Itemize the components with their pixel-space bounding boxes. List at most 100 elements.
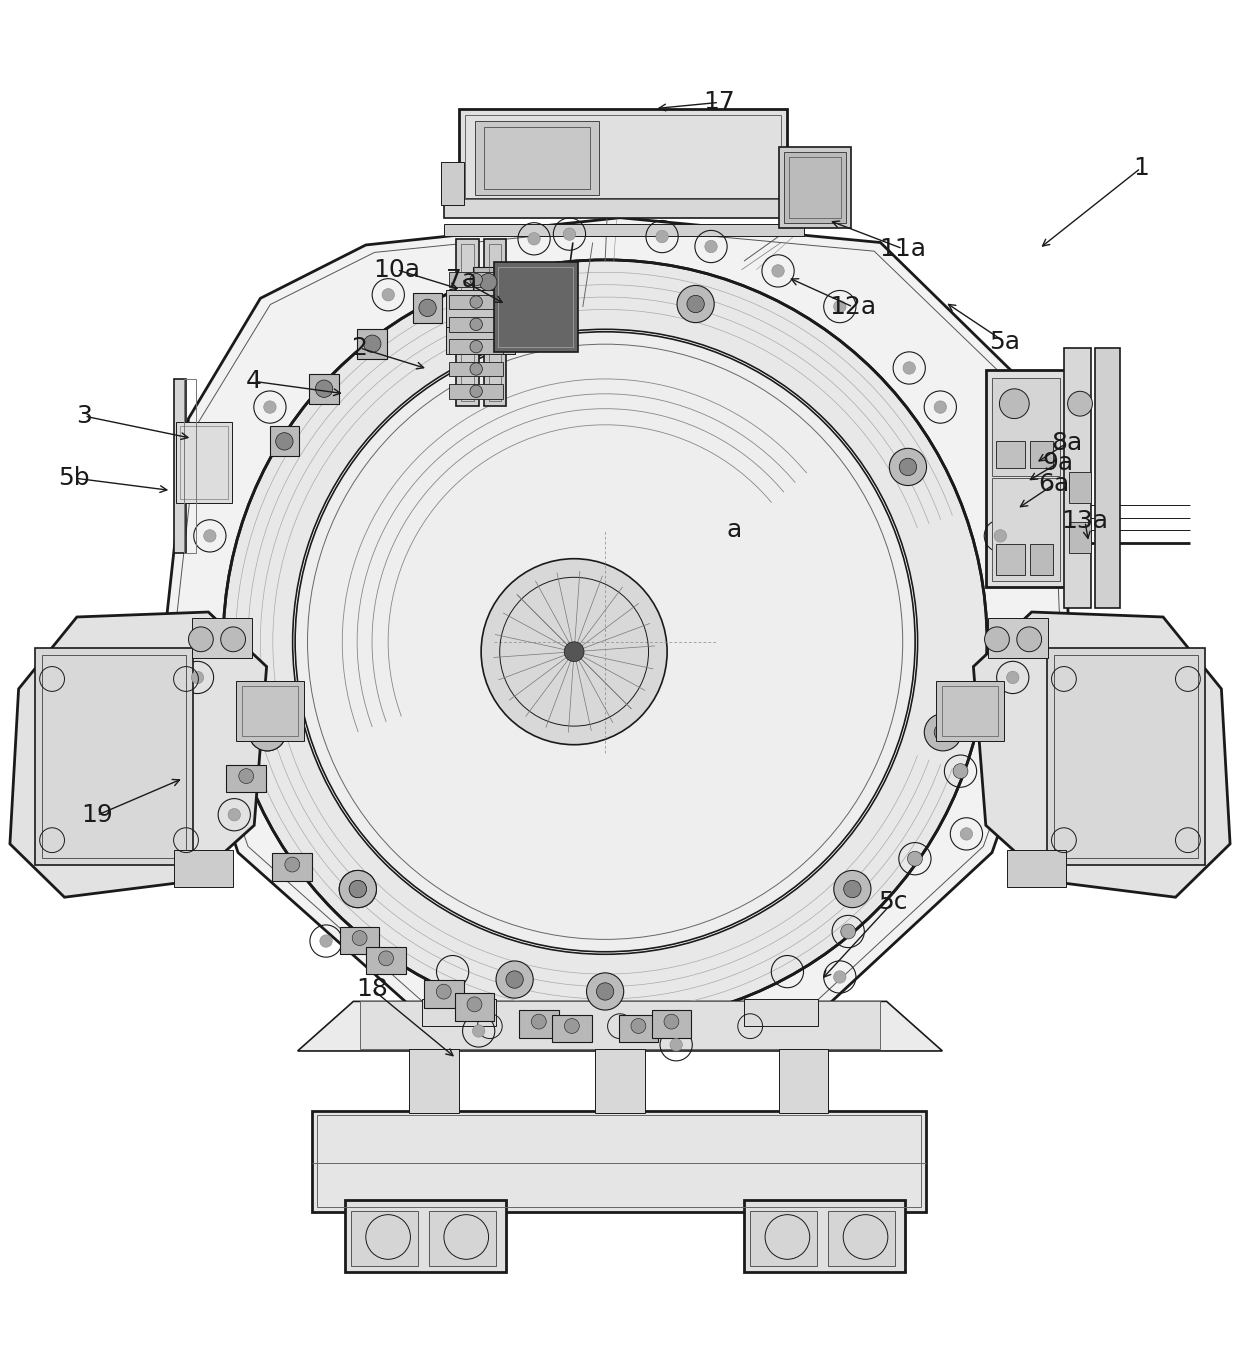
Circle shape bbox=[481, 559, 667, 744]
Bar bbox=[192, 618, 252, 658]
Circle shape bbox=[470, 386, 482, 398]
Circle shape bbox=[472, 1024, 485, 1038]
Bar bbox=[35, 648, 193, 865]
Bar bbox=[1054, 655, 1198, 858]
Text: 6a: 6a bbox=[1038, 472, 1070, 497]
Bar bbox=[988, 618, 1048, 658]
Bar bbox=[992, 478, 1060, 580]
Bar bbox=[309, 373, 339, 403]
Bar bbox=[986, 371, 1066, 587]
Circle shape bbox=[771, 265, 784, 277]
Bar bbox=[1064, 348, 1091, 609]
Bar bbox=[779, 147, 851, 227]
Text: 8a: 8a bbox=[1050, 432, 1083, 456]
Circle shape bbox=[841, 924, 856, 939]
Bar bbox=[317, 1115, 921, 1207]
Circle shape bbox=[480, 273, 497, 291]
Circle shape bbox=[340, 870, 377, 908]
Circle shape bbox=[563, 227, 575, 241]
Bar bbox=[422, 999, 496, 1026]
Bar bbox=[789, 157, 841, 218]
Bar bbox=[227, 764, 267, 793]
Circle shape bbox=[833, 970, 846, 984]
Circle shape bbox=[1017, 626, 1042, 652]
Circle shape bbox=[228, 809, 241, 821]
Bar bbox=[42, 655, 186, 858]
Text: 9a: 9a bbox=[1042, 451, 1074, 475]
Bar bbox=[996, 544, 1025, 575]
Bar bbox=[176, 422, 232, 503]
Polygon shape bbox=[298, 1001, 942, 1051]
Circle shape bbox=[903, 361, 915, 375]
Text: 10a: 10a bbox=[373, 258, 420, 281]
Bar bbox=[184, 379, 196, 552]
Circle shape bbox=[188, 626, 213, 652]
Text: 19: 19 bbox=[81, 804, 113, 828]
Circle shape bbox=[532, 1015, 547, 1030]
Bar bbox=[174, 850, 233, 888]
Bar bbox=[444, 223, 804, 237]
Circle shape bbox=[1007, 671, 1019, 683]
Bar bbox=[441, 162, 464, 206]
Bar bbox=[651, 1011, 691, 1038]
Circle shape bbox=[382, 288, 394, 300]
Bar bbox=[366, 947, 405, 974]
Circle shape bbox=[564, 641, 584, 662]
Polygon shape bbox=[973, 612, 1230, 897]
Circle shape bbox=[249, 713, 286, 751]
Bar bbox=[449, 295, 503, 310]
Circle shape bbox=[293, 329, 918, 954]
Circle shape bbox=[259, 724, 277, 741]
Circle shape bbox=[239, 769, 254, 783]
Bar bbox=[942, 686, 998, 736]
Circle shape bbox=[203, 529, 216, 543]
Circle shape bbox=[259, 724, 277, 741]
Bar bbox=[784, 152, 846, 223]
Circle shape bbox=[631, 1019, 646, 1034]
Bar bbox=[424, 981, 464, 1008]
Bar bbox=[449, 361, 503, 376]
Text: 5c: 5c bbox=[878, 890, 908, 915]
Circle shape bbox=[315, 380, 332, 398]
Text: 5a: 5a bbox=[990, 330, 1021, 353]
Bar bbox=[461, 244, 474, 402]
Text: 2: 2 bbox=[352, 336, 367, 360]
Bar bbox=[494, 262, 578, 352]
Bar bbox=[236, 682, 304, 741]
Circle shape bbox=[528, 233, 541, 245]
Circle shape bbox=[496, 961, 533, 999]
Bar bbox=[465, 115, 781, 199]
Bar bbox=[1069, 472, 1091, 503]
Circle shape bbox=[1068, 391, 1092, 417]
Text: a: a bbox=[727, 518, 742, 543]
Circle shape bbox=[833, 870, 870, 908]
Bar bbox=[484, 238, 506, 406]
Bar bbox=[1095, 348, 1120, 609]
Circle shape bbox=[656, 230, 668, 242]
Circle shape bbox=[908, 851, 923, 866]
Polygon shape bbox=[10, 612, 267, 897]
Circle shape bbox=[470, 363, 482, 375]
Bar bbox=[449, 384, 503, 399]
Circle shape bbox=[687, 295, 704, 313]
Circle shape bbox=[587, 973, 624, 1011]
Bar bbox=[273, 854, 312, 881]
Circle shape bbox=[470, 318, 482, 330]
Bar bbox=[357, 329, 387, 359]
Bar bbox=[595, 1049, 645, 1114]
Circle shape bbox=[704, 241, 717, 253]
Bar bbox=[449, 272, 503, 287]
Bar bbox=[345, 1200, 506, 1272]
Circle shape bbox=[934, 724, 951, 741]
Bar bbox=[779, 1049, 828, 1114]
Circle shape bbox=[419, 299, 436, 317]
Bar bbox=[475, 120, 599, 195]
Circle shape bbox=[934, 400, 946, 413]
Bar bbox=[828, 1211, 895, 1265]
Bar bbox=[180, 426, 228, 499]
Bar bbox=[351, 1211, 418, 1265]
Bar bbox=[449, 317, 503, 331]
Circle shape bbox=[985, 626, 1009, 652]
Circle shape bbox=[889, 448, 926, 486]
Bar bbox=[992, 377, 1060, 476]
